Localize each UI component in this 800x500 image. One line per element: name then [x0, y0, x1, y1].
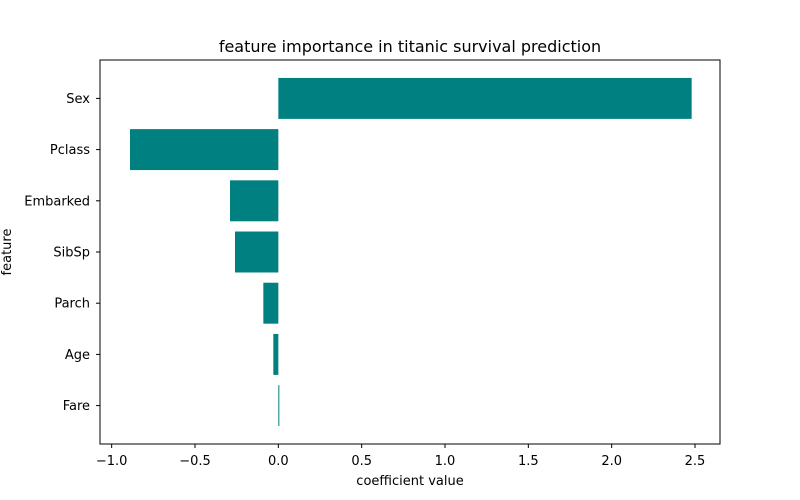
y-tick-label: SibSp: [53, 246, 90, 261]
bar-embarked: [230, 180, 279, 222]
x-tick-label: 1.0: [435, 454, 456, 469]
x-tick-label: 2.5: [685, 454, 706, 469]
x-tick-label: −0.5: [179, 454, 211, 469]
bar-pclass: [130, 129, 279, 171]
x-tick-label: 0.0: [268, 454, 289, 469]
y-tick-label: Parch: [54, 297, 90, 312]
y-axis-ticks: Sex Pclass Embarked SibSp Parch Age Fare: [24, 92, 100, 414]
bar-age: [273, 333, 279, 375]
y-tick-label: Age: [65, 348, 90, 363]
bar-fare: [278, 385, 280, 427]
x-axis-ticks: −1.0 −0.5 0.0 0.5 1.0 1.5 2.0 2.5: [96, 444, 705, 469]
y-tick-label: Sex: [66, 92, 90, 107]
x-tick-label: 0.5: [351, 454, 372, 469]
bar-sibsp: [235, 231, 279, 273]
x-tick-label: 1.5: [518, 454, 539, 469]
bars-layer: [130, 77, 692, 427]
chart-title: feature importance in titanic survival p…: [219, 37, 601, 56]
y-tick-label: Fare: [63, 399, 90, 414]
bar-sex: [278, 77, 692, 119]
x-tick-label: −1.0: [96, 454, 128, 469]
y-axis-label: feature: [0, 229, 15, 276]
bar-parch: [263, 282, 279, 324]
x-axis-label: coefficient value: [356, 474, 463, 489]
y-tick-label: Embarked: [24, 194, 90, 209]
y-tick-label: Pclass: [50, 143, 90, 158]
x-tick-label: 2.0: [601, 454, 622, 469]
